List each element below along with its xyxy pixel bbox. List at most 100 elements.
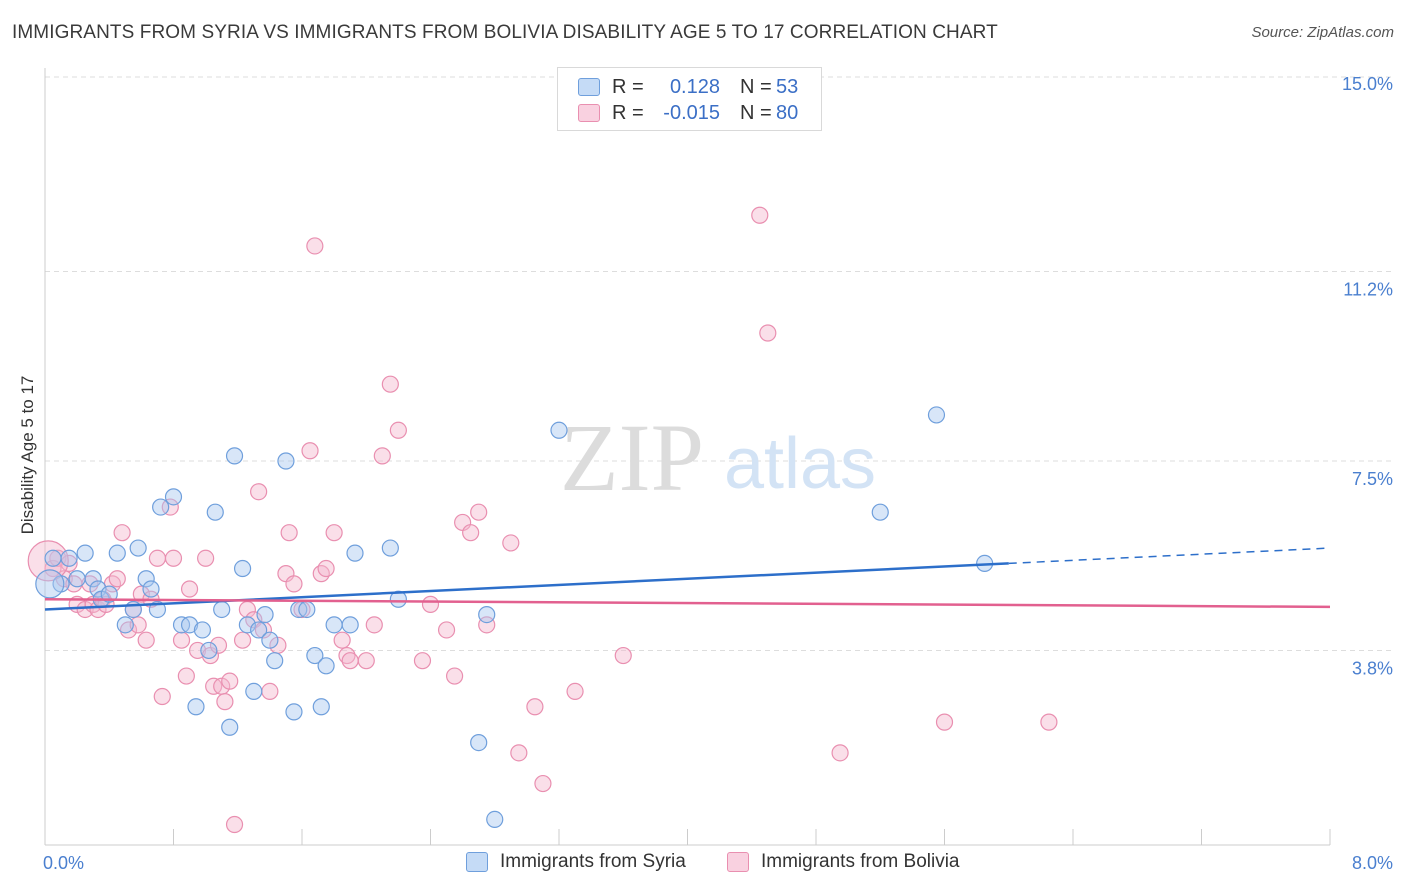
bolivia-point — [437, 621, 456, 639]
bolivia-point — [614, 646, 632, 665]
syria-point — [266, 652, 284, 670]
syria-point — [325, 616, 343, 634]
syria-point — [261, 631, 279, 649]
watermark: ZIP atlas — [560, 404, 876, 511]
syria-point — [256, 605, 274, 624]
syria-point — [137, 570, 155, 588]
syria-point — [285, 703, 303, 721]
bolivia-point — [221, 672, 239, 690]
syria-point — [100, 585, 118, 603]
x-tick-label-max: 8.0% — [1352, 853, 1393, 873]
syria-point — [116, 616, 134, 634]
bolivia-point — [180, 580, 199, 598]
bolivia-point — [153, 687, 171, 706]
bolivia-point — [325, 524, 343, 542]
bolivia-point — [365, 616, 383, 634]
bolivia-point — [373, 447, 391, 465]
legend-item-syria: Immigrants from Syria — [466, 851, 686, 873]
syria-point — [76, 544, 94, 562]
syria-legend-label: Immigrants from Syria — [500, 851, 686, 872]
legend-r-label: R = — [612, 101, 644, 124]
bolivia-point — [261, 682, 279, 701]
bolivia-point — [478, 616, 496, 634]
legend-n-label: N = — [740, 75, 772, 98]
bolivia-point — [209, 636, 228, 654]
bolivia-point — [233, 631, 252, 649]
bolivia-point — [462, 524, 480, 542]
y-tick-label: 11.2% — [1343, 280, 1393, 300]
syria-trend-extension — [1008, 547, 1331, 565]
watermark-atlas: atlas — [724, 424, 876, 504]
bolivia-point — [172, 631, 191, 649]
syria-n-value: 53 — [776, 75, 799, 98]
syria-point — [152, 498, 170, 516]
bolivia-point — [137, 631, 155, 649]
watermark-zip: ZIP — [560, 404, 704, 511]
legend-r-label: R = — [612, 75, 644, 98]
legend-row-syria: R = 0.128 N = 53 — [578, 75, 798, 99]
bolivia-point — [445, 667, 464, 685]
bolivia-point — [470, 503, 488, 521]
syria-point — [225, 447, 244, 465]
bolivia-point — [421, 595, 440, 613]
bolivia-point — [381, 375, 399, 393]
series-bolivia-points — [27, 206, 1058, 834]
syria-point — [84, 570, 102, 588]
chart-title: IMMIGRANTS FROM SYRIA VS IMMIGRANTS FROM… — [12, 22, 998, 43]
bolivia-point — [566, 682, 584, 701]
syria-point — [871, 503, 889, 521]
axes — [44, 68, 1331, 846]
correlation-legend: R = 0.128 N = 53 R = -0.015 N = 80 — [557, 67, 822, 131]
bolivia-point — [389, 421, 407, 439]
bolivia-trend-line — [44, 597, 1331, 609]
legend-n-label: N = — [740, 101, 772, 124]
syria-legend-swatch — [466, 852, 488, 872]
bolivia-point — [60, 554, 78, 573]
syria-point — [180, 616, 199, 634]
bolivia-point — [250, 483, 268, 501]
bolivia-point — [119, 621, 138, 639]
bolivia-point — [285, 575, 303, 593]
syria-point — [245, 682, 263, 701]
syria-swatch — [578, 78, 600, 96]
syria-point — [200, 641, 218, 660]
syria-point — [346, 544, 364, 562]
syria-point — [60, 549, 78, 567]
bolivia-point — [534, 774, 552, 793]
y-tick-label: 7.5% — [1352, 469, 1393, 489]
bolivia-legend-label: Immigrants from Bolivia — [761, 851, 960, 872]
syria-point — [164, 488, 183, 506]
bolivia-point — [216, 693, 234, 711]
trend-lines — [44, 547, 1331, 611]
syria-point — [341, 616, 359, 634]
bolivia-cluster-point — [27, 540, 69, 582]
syria-point — [317, 657, 335, 675]
syria-point — [298, 600, 316, 619]
bolivia-point — [280, 524, 298, 542]
series-syria-points — [35, 406, 994, 829]
y-axis-label: Disability Age 5 to 17 — [18, 376, 37, 535]
bolivia-point — [317, 559, 335, 578]
syria-point — [108, 544, 126, 562]
bolivia-point — [306, 237, 324, 255]
syria-point — [478, 605, 496, 624]
x-tick-label-min: 0.0% — [43, 853, 84, 873]
syria-point — [470, 733, 488, 752]
syria-point — [213, 600, 231, 619]
syria-point — [486, 810, 504, 829]
bolivia-r-value: -0.015 — [663, 101, 720, 124]
bolivia-point — [333, 631, 351, 649]
source-label: Source: ZipAtlas.com — [1251, 24, 1394, 41]
syria-point — [187, 698, 205, 716]
syria-r-value: 0.128 — [669, 75, 720, 98]
bolivia-point — [132, 585, 150, 603]
bolivia-point — [113, 524, 131, 542]
bolivia-point — [1040, 713, 1058, 731]
bolivia-point — [341, 652, 359, 670]
syria-point — [193, 621, 212, 639]
bolivia-point — [161, 498, 179, 516]
syria-point — [233, 559, 252, 578]
legend-item-bolivia: Immigrants from Bolivia — [727, 851, 960, 873]
syria-point — [238, 616, 256, 634]
bolivia-swatch — [578, 104, 600, 122]
